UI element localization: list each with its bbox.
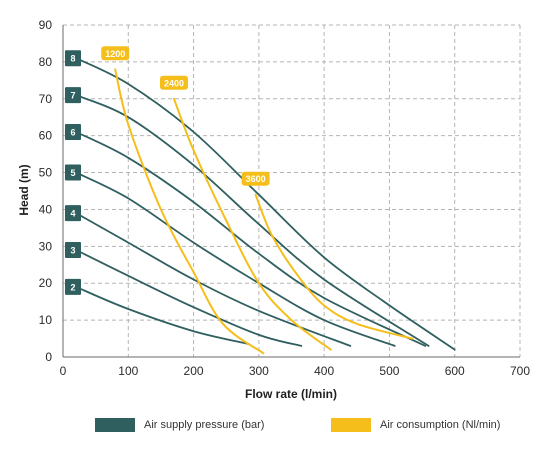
y-tick-label: 20: [39, 276, 53, 290]
x-tick-label: 0: [60, 364, 67, 378]
y-tick-label: 30: [39, 239, 53, 253]
pressure-badge-label: 5: [70, 168, 75, 178]
pressure-badge-label: 8: [70, 54, 75, 64]
pressure-badge: [65, 123, 81, 140]
air-consumption-curves: [114, 68, 414, 355]
y-tick-label: 40: [39, 202, 53, 216]
curve-labels: 2 3 4 5 6 7 8 1200 2400 3600: [65, 46, 270, 295]
tick-labels: 0 100 200 300 400 500 600 700 0 10 20 30 40 50 60 70 80 9…: [39, 18, 531, 378]
x-tick-label: 500: [379, 364, 399, 378]
grid: [63, 24, 521, 357]
pressure-curve-2-bar: [75, 286, 250, 345]
pressure-badge-label: 3: [70, 246, 75, 256]
y-tick-label: 10: [39, 313, 53, 327]
air-curve-2400: [173, 97, 332, 351]
x-axis-title: Flow rate (l/min): [245, 387, 337, 401]
y-tick-label: 90: [39, 18, 53, 32]
legend-swatch-pressure: [95, 418, 135, 432]
x-tick-label: 300: [249, 364, 269, 378]
pressure-badge: [65, 164, 81, 181]
legend-swatch-air: [331, 418, 371, 432]
pressure-curves: [75, 57, 456, 351]
pressure-curve-7-bar: [75, 94, 430, 347]
x-tick-label: 400: [314, 364, 334, 378]
y-tick-label: 50: [39, 166, 53, 180]
air-curve-3600: [254, 193, 414, 340]
x-tick-label: 200: [184, 364, 204, 378]
legend-item-air: Air consumption (Nl/min): [331, 418, 500, 432]
air-badge-label: 1200: [105, 49, 125, 59]
pressure-badge: [65, 50, 81, 67]
pressure-curve-5-bar: [75, 171, 396, 347]
pressure-badge: [65, 278, 81, 295]
pressure-curve-4-bar: [75, 212, 352, 347]
pressure-badge: [65, 205, 81, 222]
axes: [62, 25, 520, 358]
pressure-badge: [65, 242, 81, 259]
y-axis-title: Head (m): [17, 164, 31, 215]
air-badge-label: 3600: [246, 174, 266, 184]
air-curve-1200: [114, 68, 265, 355]
legend-label-pressure: Air supply pressure (bar): [144, 419, 265, 431]
x-tick-label: 600: [445, 364, 465, 378]
y-tick-label: 70: [39, 92, 53, 106]
pressure-badge-label: 7: [70, 91, 75, 101]
pressure-badge-label: 6: [70, 127, 75, 137]
air-badge-label: 2400: [164, 78, 184, 88]
pressure-badge-label: 4: [70, 209, 75, 219]
y-tick-label: 80: [39, 55, 53, 69]
y-tick-label: 0: [45, 350, 52, 364]
pressure-curve-6-bar: [75, 131, 427, 347]
y-tick-label: 60: [39, 129, 53, 143]
pressure-badge: [65, 87, 81, 104]
air-badge: [159, 75, 188, 90]
air-badge: [241, 171, 270, 186]
pressure-curve-8-bar: [75, 57, 456, 351]
x-tick-label: 100: [118, 364, 138, 378]
legend-item-pressure: Air supply pressure (bar): [95, 418, 264, 432]
pressure-curve-3-bar: [75, 249, 303, 347]
legend-label-air: Air consumption (Nl/min): [380, 419, 501, 431]
x-tick-label: 700: [510, 364, 530, 378]
air-badge: [101, 46, 130, 61]
pressure-badge-label: 2: [70, 282, 75, 292]
legend: Air supply pressure (bar) Air consumptio…: [0, 418, 550, 440]
